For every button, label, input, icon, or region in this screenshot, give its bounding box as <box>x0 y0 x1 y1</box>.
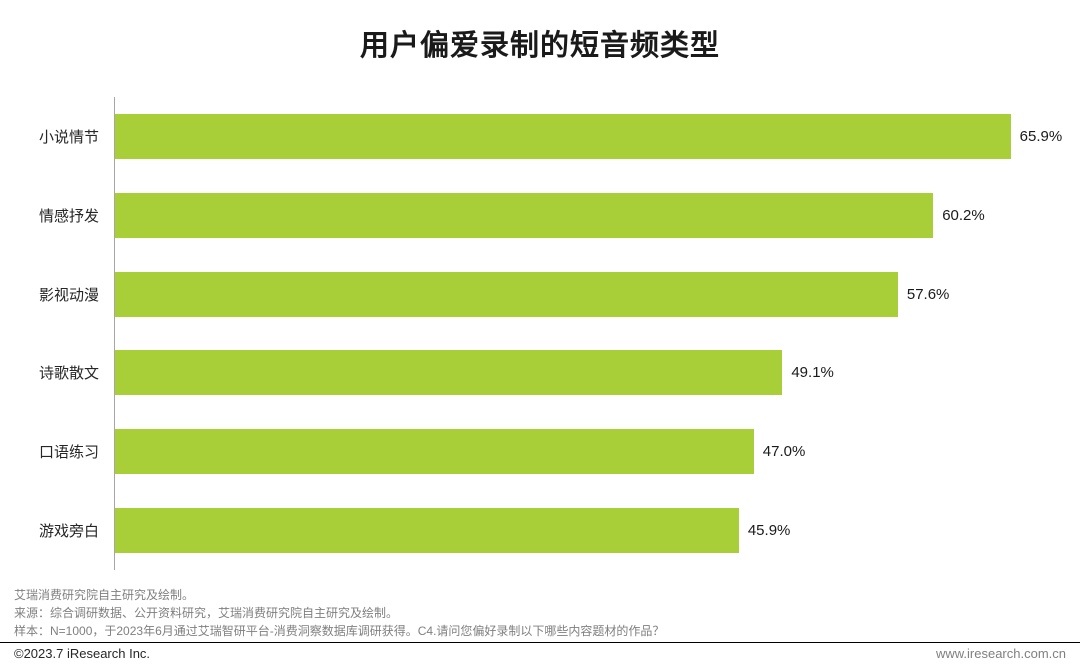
footnote-sample: 样本：N=1000，于2023年6月通过艾瑞智研平台-消费洞察数据库调研获得。C… <box>14 624 665 638</box>
bar <box>115 192 934 238</box>
bar-track: 60.2% <box>115 176 1080 255</box>
bar-track: 47.0% <box>115 412 1080 491</box>
chart-title: 用户偏爱录制的短音频类型 <box>359 30 720 62</box>
value-label: 45.9% <box>747 522 791 540</box>
bar-rows: 小说情节 65.9% 情感抒发 60.2% 影视动漫 57.6% 诗歌散文 49.1% 口语练习… <box>0 97 1080 570</box>
category-label: 口语练习 <box>38 444 99 462</box>
bar <box>115 271 898 317</box>
footnote-credit: 艾瑞消费研究院自主研究及绘制。 <box>14 588 195 602</box>
y-axis-line <box>114 97 115 570</box>
chart-area: 小说情节 65.9% 情感抒发 60.2% 影视动漫 57.6% 诗歌散文 49.1% 口语练习… <box>0 97 1080 570</box>
copyright-text: ©2023.7 iResearch Inc. <box>14 646 151 661</box>
category-label: 游戏旁白 <box>38 523 99 541</box>
footer-divider <box>0 642 1080 643</box>
value-label: 60.2% <box>942 206 985 224</box>
footer-bar: ©2023.7 iResearch Inc. www.iresearch.com… <box>0 646 1080 661</box>
bar-track: 45.9% <box>115 491 1080 570</box>
bar <box>115 350 783 396</box>
bar <box>115 113 1011 159</box>
bar-track: 49.1% <box>115 333 1080 412</box>
value-label: 47.0% <box>762 443 806 461</box>
category-label: 小说情节 <box>38 128 99 146</box>
footnotes: 艾瑞消费研究院自主研究及绘制。 来源：综合调研数据、公开资料研究，艾瑞消费研究院… <box>14 586 1066 640</box>
bar-row: 口语练习 47.0% <box>0 412 1080 491</box>
value-label: 49.1% <box>791 364 834 382</box>
bar-track: 65.9% <box>115 97 1080 176</box>
category-label: 影视动漫 <box>38 286 99 304</box>
bar-track: 57.6% <box>115 255 1080 334</box>
website-link[interactable]: www.iresearch.com.cn <box>935 646 1066 661</box>
bar-row: 影视动漫 57.6% <box>0 255 1080 334</box>
bar-row: 诗歌散文 49.1% <box>0 333 1080 412</box>
bar-row: 小说情节 65.9% <box>0 97 1080 176</box>
category-label: 情感抒发 <box>38 207 99 225</box>
bar-row: 游戏旁白 45.9% <box>0 491 1080 570</box>
value-label: 65.9% <box>1019 127 1063 145</box>
bar-row: 情感抒发 60.2% <box>0 176 1080 255</box>
value-label: 57.6% <box>906 285 950 303</box>
bar <box>115 508 739 554</box>
bar <box>115 429 754 475</box>
footnote-source: 来源：综合调研数据、公开资料研究，艾瑞消费研究院自主研究及绘制。 <box>14 606 399 620</box>
category-label: 诗歌散文 <box>38 365 99 383</box>
